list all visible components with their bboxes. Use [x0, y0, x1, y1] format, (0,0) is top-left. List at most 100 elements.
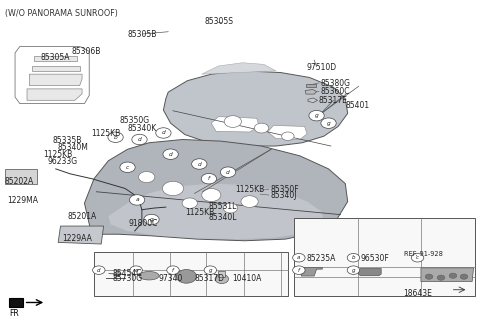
Text: 85305S: 85305S — [204, 17, 233, 27]
Ellipse shape — [139, 272, 159, 280]
Text: 1125KB: 1125KB — [43, 150, 72, 159]
Text: 1125KB: 1125KB — [92, 130, 121, 138]
Text: 85317E: 85317E — [318, 96, 347, 105]
Text: 1125KB: 1125KB — [185, 209, 214, 217]
Circle shape — [192, 159, 207, 169]
Polygon shape — [306, 84, 316, 87]
Polygon shape — [84, 139, 348, 241]
Text: a: a — [297, 255, 300, 260]
Text: 85306B: 85306B — [72, 47, 101, 56]
Text: REF. 91-928: REF. 91-928 — [404, 251, 443, 257]
Text: 10410A: 10410A — [232, 275, 261, 283]
Circle shape — [241, 196, 258, 207]
Text: 85340M: 85340M — [57, 143, 88, 152]
Circle shape — [293, 266, 305, 275]
Text: d: d — [97, 268, 100, 273]
Text: 85340J: 85340J — [270, 191, 297, 199]
Circle shape — [293, 254, 305, 262]
Text: 85360C: 85360C — [321, 87, 350, 96]
Text: d: d — [169, 152, 172, 157]
Text: 1125KB: 1125KB — [235, 185, 264, 194]
Text: 85454C: 85454C — [112, 269, 142, 278]
Text: 85730G: 85730G — [112, 275, 143, 283]
Text: 85317D: 85317D — [194, 275, 225, 283]
Text: 91800C: 91800C — [129, 219, 158, 228]
Circle shape — [282, 132, 294, 140]
Polygon shape — [108, 184, 324, 239]
Text: g: g — [209, 268, 212, 273]
Text: f: f — [208, 176, 210, 181]
Circle shape — [309, 111, 324, 121]
Text: 85305A: 85305A — [40, 53, 70, 62]
Circle shape — [182, 198, 197, 208]
Text: 96233G: 96233G — [48, 157, 78, 166]
Polygon shape — [211, 117, 259, 132]
Text: f: f — [172, 268, 174, 273]
Text: 85531L: 85531L — [209, 202, 237, 211]
Text: c: c — [126, 165, 129, 170]
Circle shape — [321, 118, 336, 128]
Polygon shape — [305, 90, 317, 94]
Text: d: d — [197, 161, 201, 167]
Circle shape — [215, 275, 228, 283]
Text: 85340K: 85340K — [128, 124, 157, 133]
Circle shape — [120, 162, 135, 173]
Circle shape — [220, 167, 236, 177]
Text: c: c — [416, 255, 419, 260]
Circle shape — [162, 181, 183, 196]
Text: g: g — [352, 268, 355, 273]
Circle shape — [223, 203, 238, 213]
FancyBboxPatch shape — [294, 218, 475, 296]
Text: 96530F: 96530F — [360, 254, 389, 263]
FancyBboxPatch shape — [5, 169, 36, 184]
Polygon shape — [27, 89, 82, 100]
Circle shape — [130, 266, 143, 275]
Circle shape — [156, 128, 171, 138]
Text: b: b — [114, 135, 118, 140]
Text: 85350F: 85350F — [270, 185, 299, 194]
FancyBboxPatch shape — [94, 252, 288, 296]
Text: 85350G: 85350G — [120, 116, 149, 125]
Text: d: d — [226, 170, 230, 175]
Circle shape — [460, 274, 468, 279]
FancyBboxPatch shape — [218, 272, 225, 277]
Circle shape — [437, 275, 445, 280]
Circle shape — [411, 254, 424, 262]
Text: f: f — [298, 268, 300, 273]
Text: d: d — [162, 131, 165, 135]
Text: 85305B: 85305B — [128, 31, 157, 39]
Circle shape — [139, 172, 155, 183]
Text: g: g — [315, 113, 318, 118]
Polygon shape — [421, 268, 474, 281]
Text: d: d — [138, 137, 142, 142]
Text: 97340: 97340 — [158, 275, 183, 283]
Polygon shape — [308, 98, 318, 103]
Text: 85201A: 85201A — [68, 213, 97, 221]
Circle shape — [254, 123, 269, 133]
Text: 97510D: 97510D — [306, 63, 336, 72]
Circle shape — [167, 266, 179, 275]
Polygon shape — [359, 269, 381, 276]
Text: 85235A: 85235A — [306, 254, 336, 263]
Text: 85335B: 85335B — [52, 136, 82, 145]
Circle shape — [202, 189, 221, 202]
Text: 1229MA: 1229MA — [7, 196, 38, 205]
Circle shape — [176, 270, 196, 283]
Circle shape — [163, 149, 178, 159]
Circle shape — [224, 116, 241, 127]
Text: 85380G: 85380G — [321, 78, 350, 88]
Text: 85202A: 85202A — [4, 177, 34, 186]
Circle shape — [347, 266, 360, 275]
Circle shape — [144, 214, 159, 225]
FancyBboxPatch shape — [9, 298, 23, 307]
Circle shape — [93, 266, 105, 275]
Circle shape — [204, 266, 216, 275]
Circle shape — [108, 132, 123, 142]
Circle shape — [347, 254, 360, 262]
Text: (W/O PANORAMA SUNROOF): (W/O PANORAMA SUNROOF) — [4, 9, 118, 18]
Circle shape — [425, 274, 433, 279]
Text: b: b — [352, 255, 355, 260]
Text: 1229AA: 1229AA — [62, 234, 92, 243]
Circle shape — [449, 273, 457, 278]
Polygon shape — [32, 66, 80, 71]
